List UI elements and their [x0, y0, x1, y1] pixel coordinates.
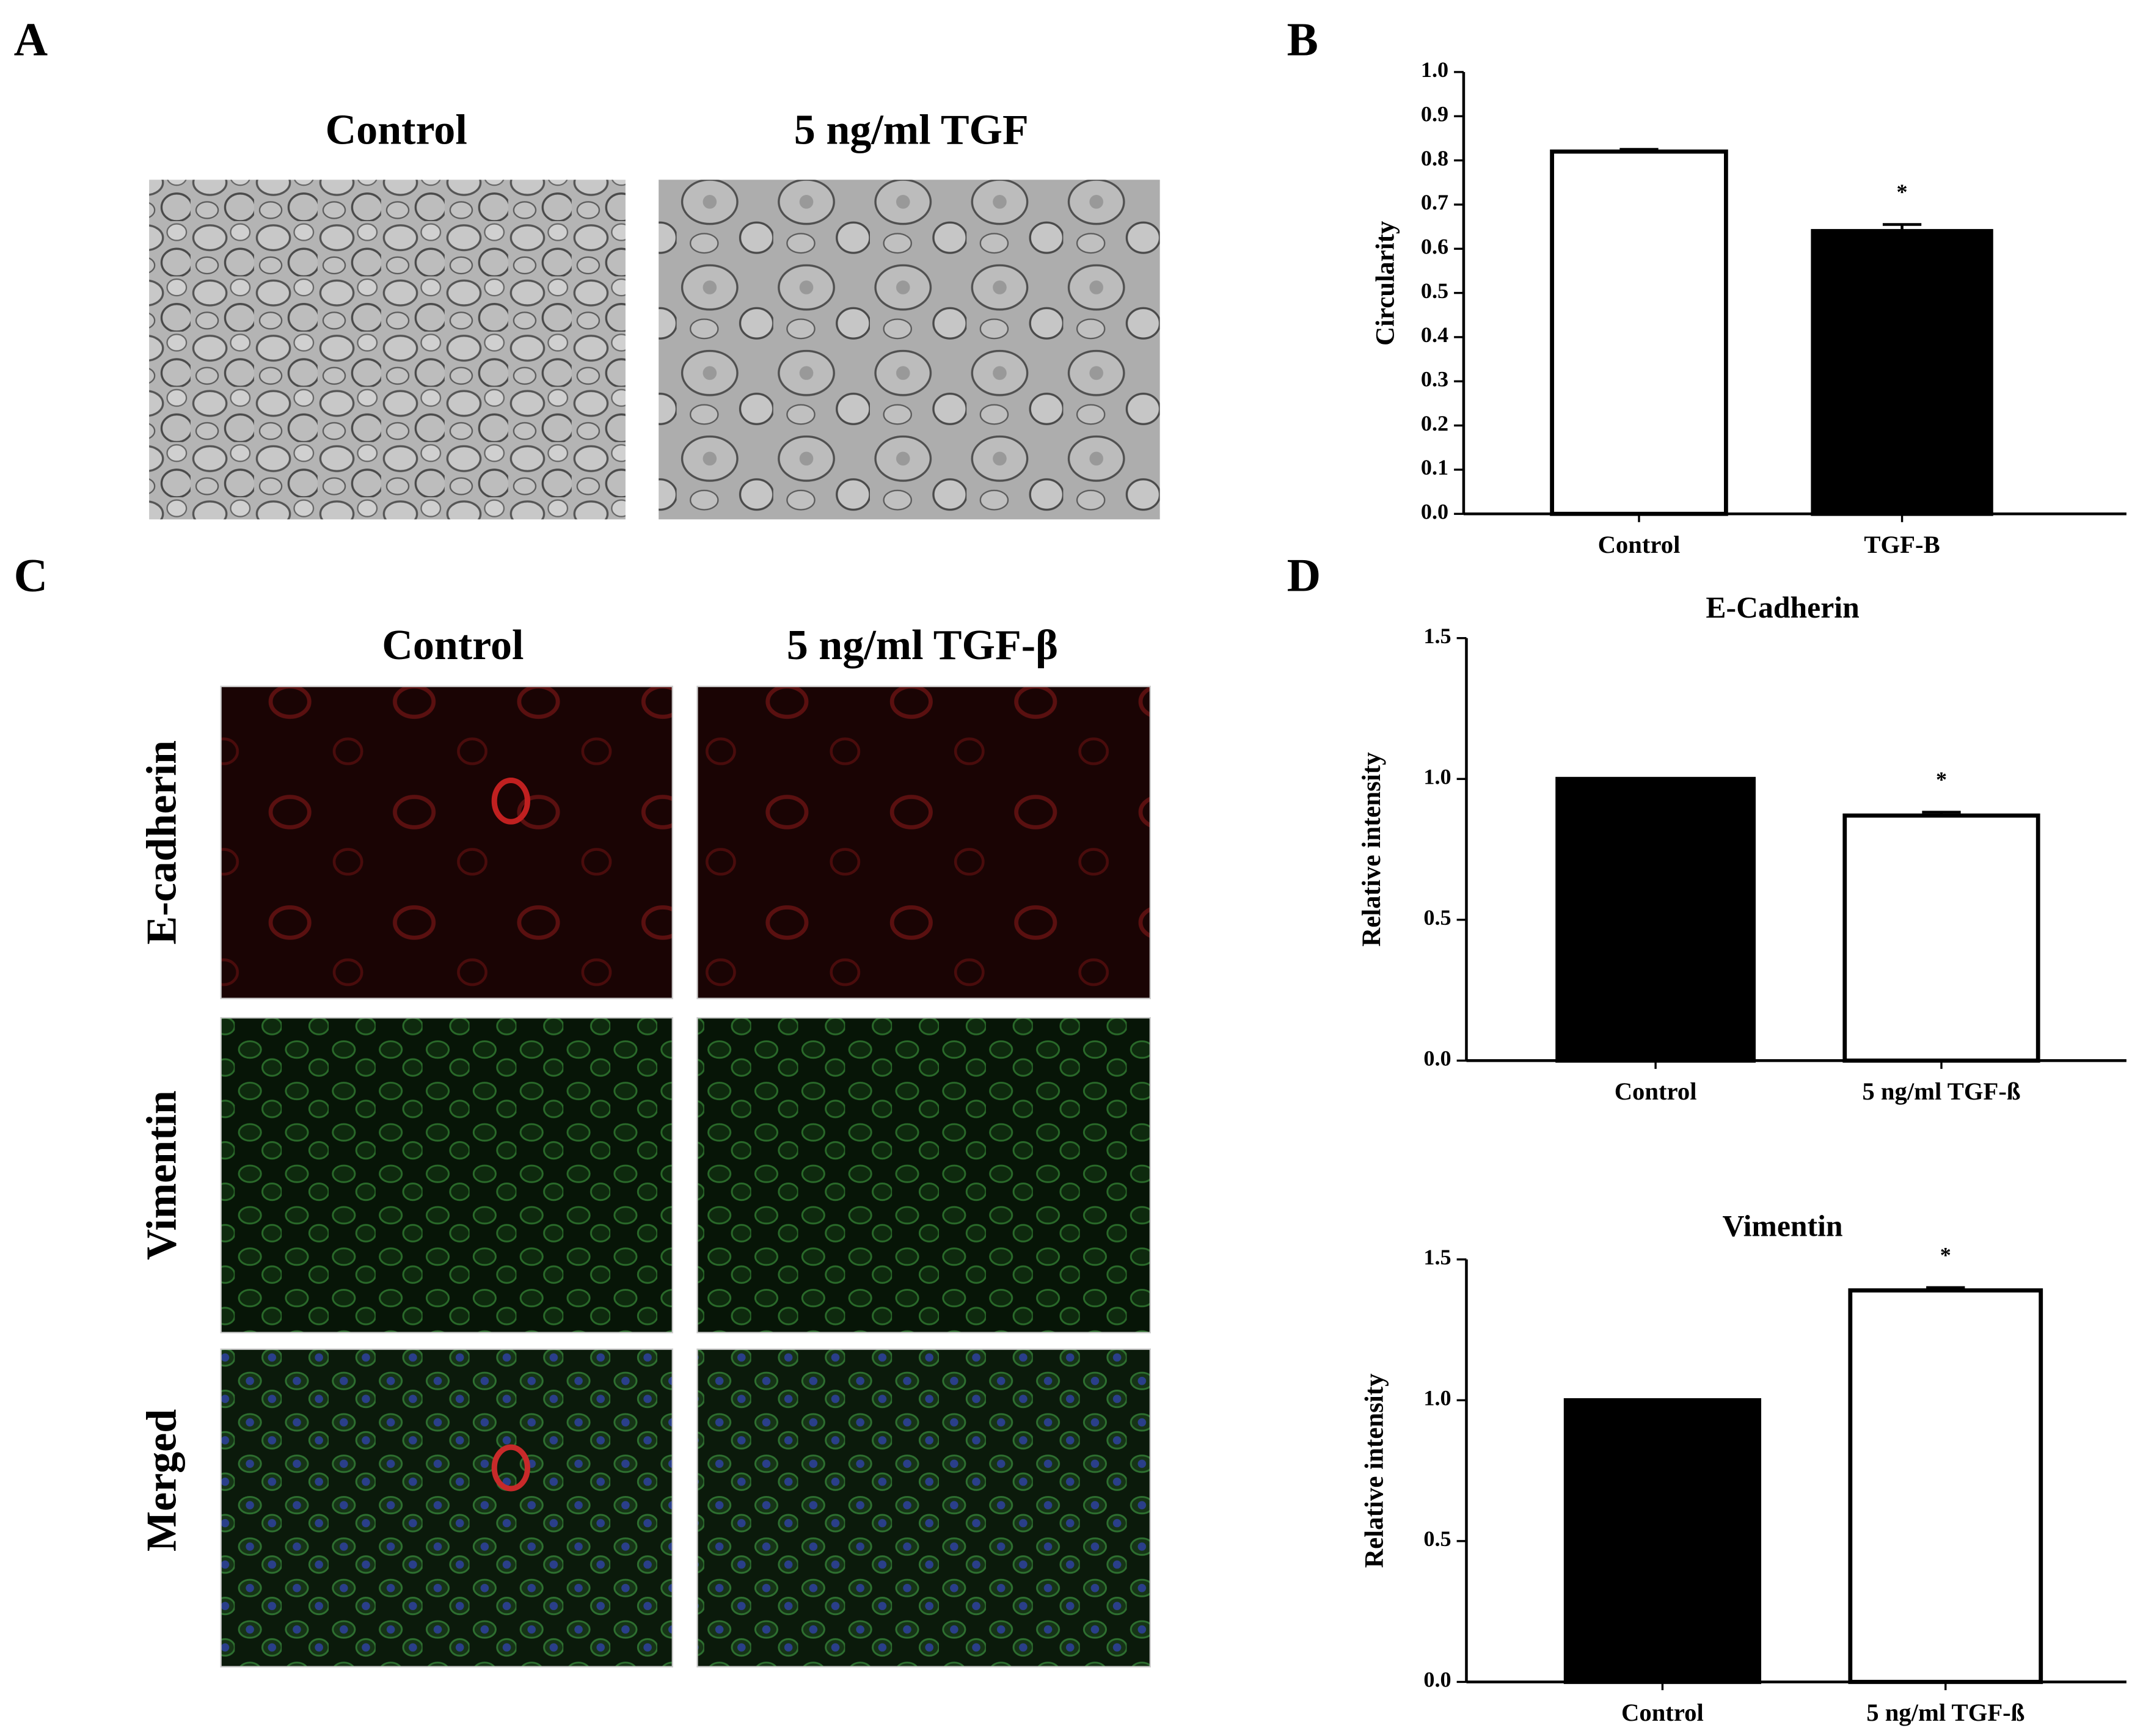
y-tick-label: 0.7: [1421, 190, 1448, 214]
y-tick-label: 1.5: [1423, 624, 1451, 648]
bar: [1555, 776, 1756, 1063]
y-tick-label: 0.9: [1421, 102, 1448, 126]
cell: [491, 777, 530, 825]
significance: *: [1940, 1242, 1951, 1267]
bar: [1848, 1288, 2043, 1684]
y-tick-label: 0.8: [1421, 146, 1448, 170]
y-tick-label: 1.0: [1423, 765, 1451, 789]
micrograph: [220, 1017, 673, 1333]
y-tick-label: 1.5: [1423, 1245, 1451, 1269]
micrograph: [696, 1017, 1151, 1333]
y-tick-label: 0.1: [1421, 455, 1448, 480]
significance: *: [1897, 180, 1908, 204]
y-tick-label: 0.4: [1421, 323, 1448, 347]
y-tick-label: 1.0: [1423, 1386, 1451, 1410]
y-tick-label: 0.6: [1421, 235, 1448, 259]
micrograph: [696, 685, 1151, 999]
row-label: Vimentin: [138, 1090, 185, 1260]
x-tick-label: Control: [1615, 1078, 1697, 1105]
bar: [1563, 1398, 1762, 1684]
micrograph: [220, 685, 673, 999]
y-axis-label: Circularity: [1371, 221, 1400, 346]
image-label: Control: [326, 107, 467, 154]
significance: *: [1936, 767, 1947, 792]
bar: [1842, 813, 2040, 1063]
y-tick-label: 0.5: [1421, 279, 1448, 303]
y-tick-label: 0.5: [1423, 905, 1451, 930]
chart-title: E-Cadherin: [1706, 591, 1859, 624]
bar: [1550, 149, 1728, 516]
x-tick-label: Control: [1621, 1699, 1704, 1726]
y-axis-label: Relative intensity: [1357, 752, 1386, 947]
panel-letter: B: [1287, 13, 1318, 65]
row-label: Merged: [138, 1409, 185, 1552]
x-tick-label: Control: [1598, 531, 1681, 558]
x-tick-label: TGF-B: [1864, 531, 1940, 558]
chart-title: Vimentin: [1723, 1209, 1843, 1242]
image-label: 5 ng/ml TGF: [794, 107, 1029, 154]
y-tick-label: 1.0: [1421, 57, 1448, 82]
panel-letter: A: [14, 13, 48, 65]
y-tick-label: 0.0: [1423, 1046, 1451, 1071]
micrograph: [696, 1348, 1151, 1668]
column-label: Control: [382, 622, 524, 669]
column-label: 5 ng/ml TGF-β: [787, 622, 1058, 669]
y-tick-label: 0.3: [1421, 367, 1448, 392]
row-label: E-cadherin: [138, 740, 185, 945]
y-tick-label: 0.0: [1423, 1668, 1451, 1692]
y-tick-label: 0.5: [1423, 1526, 1451, 1551]
panel-letter: C: [14, 549, 48, 601]
panel-letter: D: [1287, 549, 1321, 601]
bar: [1811, 228, 1993, 516]
x-tick-label: 5 ng/ml TGF-ß: [1866, 1699, 2024, 1726]
micrograph: [149, 180, 626, 520]
y-axis-label: Relative intensity: [1360, 1373, 1389, 1568]
y-tick-label: 0.0: [1421, 500, 1448, 524]
x-tick-label: 5 ng/ml TGF-ß: [1862, 1078, 2020, 1105]
micrograph: [659, 180, 1160, 520]
cell: [491, 1444, 530, 1492]
y-tick-label: 0.2: [1421, 411, 1448, 436]
micrograph: [220, 1348, 673, 1668]
